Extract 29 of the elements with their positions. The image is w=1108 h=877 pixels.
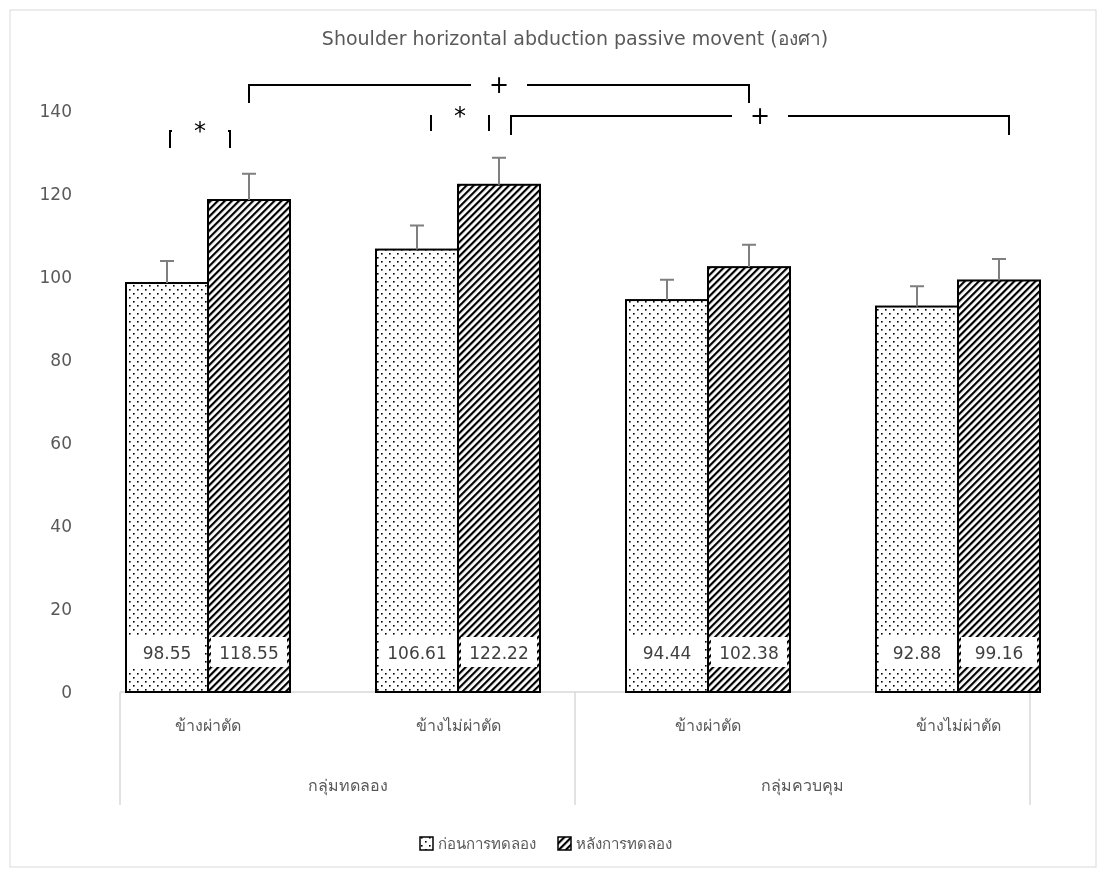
y-tick-label: 20: [50, 599, 72, 619]
annotation: +: [749, 102, 771, 130]
legend-label: หลังการทดลอง: [576, 835, 672, 853]
y-tick-label: 60: [50, 433, 72, 453]
x-tick-label: ข้างผ่าตัด: [175, 716, 241, 735]
y-tick-label: 80: [50, 350, 72, 370]
x-tick-label: ข้างไม่ผ่าตัด: [415, 716, 501, 735]
data-label: 106.61: [387, 643, 447, 663]
legend-label: ก่อนการทดลอง: [438, 835, 536, 853]
x-tick-label: ข้างไม่ผ่าตัด: [915, 716, 1001, 735]
chart-title: Shoulder horizontal abduction passive movent (องศา): [321, 27, 829, 49]
x-tick-label: ข้างผ่าตัด: [675, 716, 741, 735]
annotation: *: [194, 117, 206, 145]
y-tick-label: 0: [61, 682, 72, 702]
annotation: *: [454, 102, 466, 130]
data-label: 122.22: [469, 643, 529, 663]
y-tick-label: 100: [39, 267, 72, 287]
text: กลุ่มทดลอง: [307, 776, 388, 796]
data-label: 118.55: [219, 643, 279, 663]
text: กลุ่มควบคุม: [761, 776, 844, 796]
text: +: [488, 71, 510, 99]
data-label: 92.88: [892, 643, 942, 663]
data-label: 98.55: [142, 643, 192, 663]
data-label: 102.38: [719, 643, 779, 663]
y-tick-label: 140: [39, 101, 72, 121]
y-tick-label: 120: [39, 184, 72, 204]
data-label: 99.16: [974, 643, 1024, 663]
y-tick-label: 40: [50, 516, 72, 536]
data-label: 94.44: [642, 643, 692, 663]
